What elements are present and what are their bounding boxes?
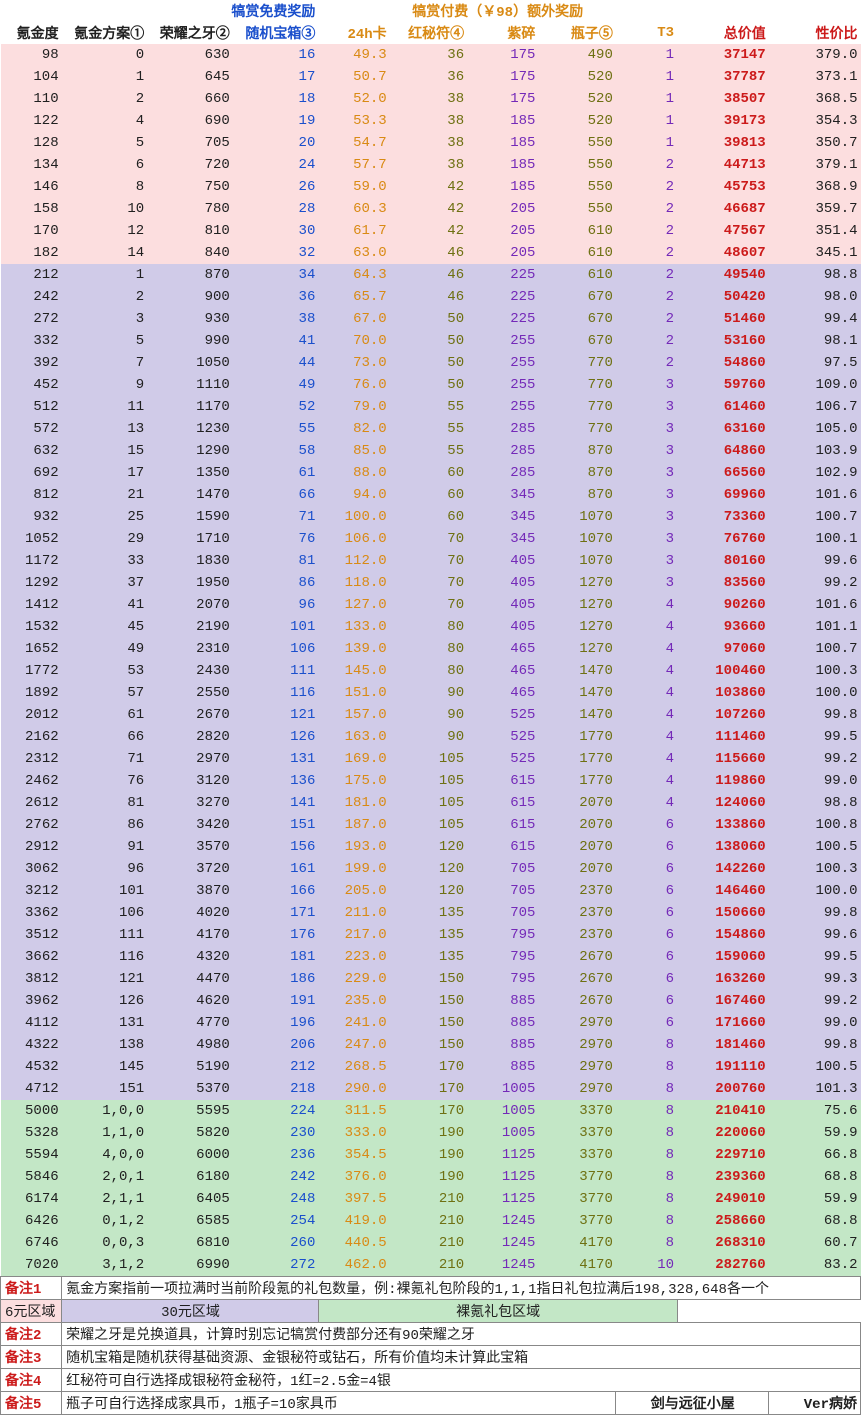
col-header-h8: 瓶子⑤ — [538, 22, 615, 44]
table-row: 2612813270141181.01056152070412406098.8 — [1, 792, 861, 814]
footnote-text-2: 荣耀之牙是兑换道具，计算时别忘记犒赏付费部分还有90荣耀之牙 — [62, 1323, 861, 1346]
table-row: 27239303867.05022567025146099.4 — [1, 308, 861, 330]
col-header-h3: 荣耀之牙② — [147, 22, 233, 44]
table-row: 452911104976.050255770359760109.0 — [1, 374, 861, 396]
col-header-h5: 24h卡 — [318, 22, 389, 44]
table-row: 129237195086118.070405127038356099.2 — [1, 572, 861, 594]
table-row: 6921713506188.060285870366560102.9 — [1, 462, 861, 484]
col-header-h6: 红秘符④ — [390, 22, 467, 44]
table-row: 2162662820126163.0905251770411146099.5 — [1, 726, 861, 748]
table-row: 12857052054.738185550139813350.7 — [1, 132, 861, 154]
table-row: 1892572550116151.09046514704103860100.0 — [1, 682, 861, 704]
table-row: 53281,1,05820230333.01901005337082200605… — [1, 1122, 861, 1144]
table-row: 64260,1,26585254419.02101245377082586606… — [1, 1210, 861, 1232]
legend-30: 30元区域 — [62, 1300, 319, 1323]
table-row: 32121013870166205.012070523706146460100.… — [1, 880, 861, 902]
legend-6: 6元区域 — [1, 1300, 62, 1323]
col-header-h4: 随机宝箱③ — [233, 22, 319, 44]
footnote-text-5: 瓶子可自行选择成家具币，1瓶子=10家具币 — [62, 1392, 616, 1415]
col-header-h2: 氪金方案① — [62, 22, 148, 44]
footnote-label-1: 备注1 — [1, 1277, 62, 1300]
table-row: 67460,0,36810260440.52101245417082683106… — [1, 1232, 861, 1254]
table-row: 2312712970131169.01055251770411566099.2 — [1, 748, 861, 770]
footnote-label-5: 备注5 — [1, 1392, 62, 1415]
table-row: 43221384980206247.01508852970818146099.8 — [1, 1034, 861, 1056]
table-row: 1772532430111145.08046514704100460100.3 — [1, 660, 861, 682]
table-row: 39621264620191235.01508852670616746099.2 — [1, 990, 861, 1012]
table-row: 2012612670121157.0905251470410726099.8 — [1, 704, 861, 726]
main-table: 犒赏免费奖励犒赏付费（￥98）额外奖励氪金度氪金方案①荣耀之牙②随机宝箱③24h… — [0, 0, 861, 1415]
table-row: 141241207096127.0704051270490260101.6 — [1, 594, 861, 616]
col-header-h10: 总价值 — [677, 22, 769, 44]
table-row: 2912913570156193.012061520706138060100.5 — [1, 836, 861, 858]
table-row: 392710504473.05025577025486097.5 — [1, 352, 861, 374]
credit-right: Ver病娇 — [769, 1392, 861, 1415]
col-header-h7: 紫碎 — [467, 22, 538, 44]
legend-naked: 裸氪礼包区域 — [318, 1300, 677, 1323]
table-row: 35121114170176217.01357952370615486099.6 — [1, 924, 861, 946]
table-row: 117233183081112.070405107038016099.6 — [1, 550, 861, 572]
table-row: 93225159071100.0603451070373360100.7 — [1, 506, 861, 528]
table-row: 10416451750.736175520137787373.1 — [1, 66, 861, 88]
col-header-h11: 性价比 — [769, 22, 861, 44]
table-row: 21218703464.34622561024954098.8 — [1, 264, 861, 286]
group-header-free: 犒赏免费奖励 — [147, 0, 318, 22]
table-row: 58462,0,16180242376.01901125377082393606… — [1, 1166, 861, 1188]
table-row: 41121314770196241.01508852970617166099.0 — [1, 1012, 861, 1034]
table-row: 50001,0,05595224311.51701005337082104107… — [1, 1100, 861, 1122]
table-row: 8122114706694.060345870369960101.6 — [1, 484, 861, 506]
table-row: 170128103061.742205610247567351.4 — [1, 220, 861, 242]
table-row: 36621164320181223.01357952670615906099.5 — [1, 946, 861, 968]
table-row: 105229171076106.0703451070376760100.1 — [1, 528, 861, 550]
table-row: 55944,0,06000236354.51901125337082297106… — [1, 1144, 861, 1166]
table-row: 3062963720161199.012070520706142260100.3 — [1, 858, 861, 880]
table-row: 12246901953.338185520139173354.3 — [1, 110, 861, 132]
table-row: 5721312305582.055285770363160105.0 — [1, 418, 861, 440]
col-header-h9: T3 — [616, 22, 677, 44]
footnote-label-2: 备注2 — [1, 1323, 62, 1346]
table-row: 47121515370218290.0170100529708200760101… — [1, 1078, 861, 1100]
table-row: 33621064020171211.01357052370615066099.8 — [1, 902, 861, 924]
table-row: 1652492310106139.0804651270497060100.7 — [1, 638, 861, 660]
footnote-text-3: 随机宝箱是随机获得基础资源、金银秘符或钻石，所有价值均未计算此宝箱 — [62, 1346, 861, 1369]
table-row: 11026601852.038175520138507368.5 — [1, 88, 861, 110]
table-row: 9806301649.336175490137147379.0 — [1, 44, 861, 66]
table-row: 33259904170.05025567025316098.1 — [1, 330, 861, 352]
footnote-label-3: 备注3 — [1, 1346, 62, 1369]
table-row: 158107802860.342205550246687359.7 — [1, 198, 861, 220]
table-row: 2462763120136175.01056151770411986099.0 — [1, 770, 861, 792]
footnote-text-4: 红秘符可自行选择成银秘符金秘符，1红=2.5金=4银 — [62, 1369, 861, 1392]
footnote-text-1: 氪金方案指前一项拉满时当前阶段氪的礼包数量，例:裸氪礼包阶段的1,1,1指日礼包… — [62, 1277, 861, 1300]
table-row: 24229003665.74622567025042098.0 — [1, 286, 861, 308]
table-row: 38121214470186229.01507952670616326099.3 — [1, 968, 861, 990]
col-header-h1: 氪金度 — [1, 22, 62, 44]
table-row: 61742,1,16405248397.52101125377082490105… — [1, 1188, 861, 1210]
table-row: 70203,1,26990272462.02101245417010282760… — [1, 1254, 861, 1277]
table-row: 5121111705279.055255770361460106.7 — [1, 396, 861, 418]
table-row: 45321455190212268.517088529708191110100.… — [1, 1056, 861, 1078]
group-header-paid: 犒赏付费（￥98）额外奖励 — [318, 0, 677, 22]
table-row: 13467202457.738185550244713379.1 — [1, 154, 861, 176]
table-row: 182148403263.046205610248607345.1 — [1, 242, 861, 264]
table-row: 2762863420151187.010561520706133860100.8 — [1, 814, 861, 836]
table-row: 6321512905885.055285870364860103.9 — [1, 440, 861, 462]
credit-left: 剑与远征小屋 — [616, 1392, 769, 1415]
table-row: 1532452190101133.0804051270493660101.1 — [1, 616, 861, 638]
table-row: 14687502659.042185550245753368.9 — [1, 176, 861, 198]
footnote-label-4: 备注4 — [1, 1369, 62, 1392]
